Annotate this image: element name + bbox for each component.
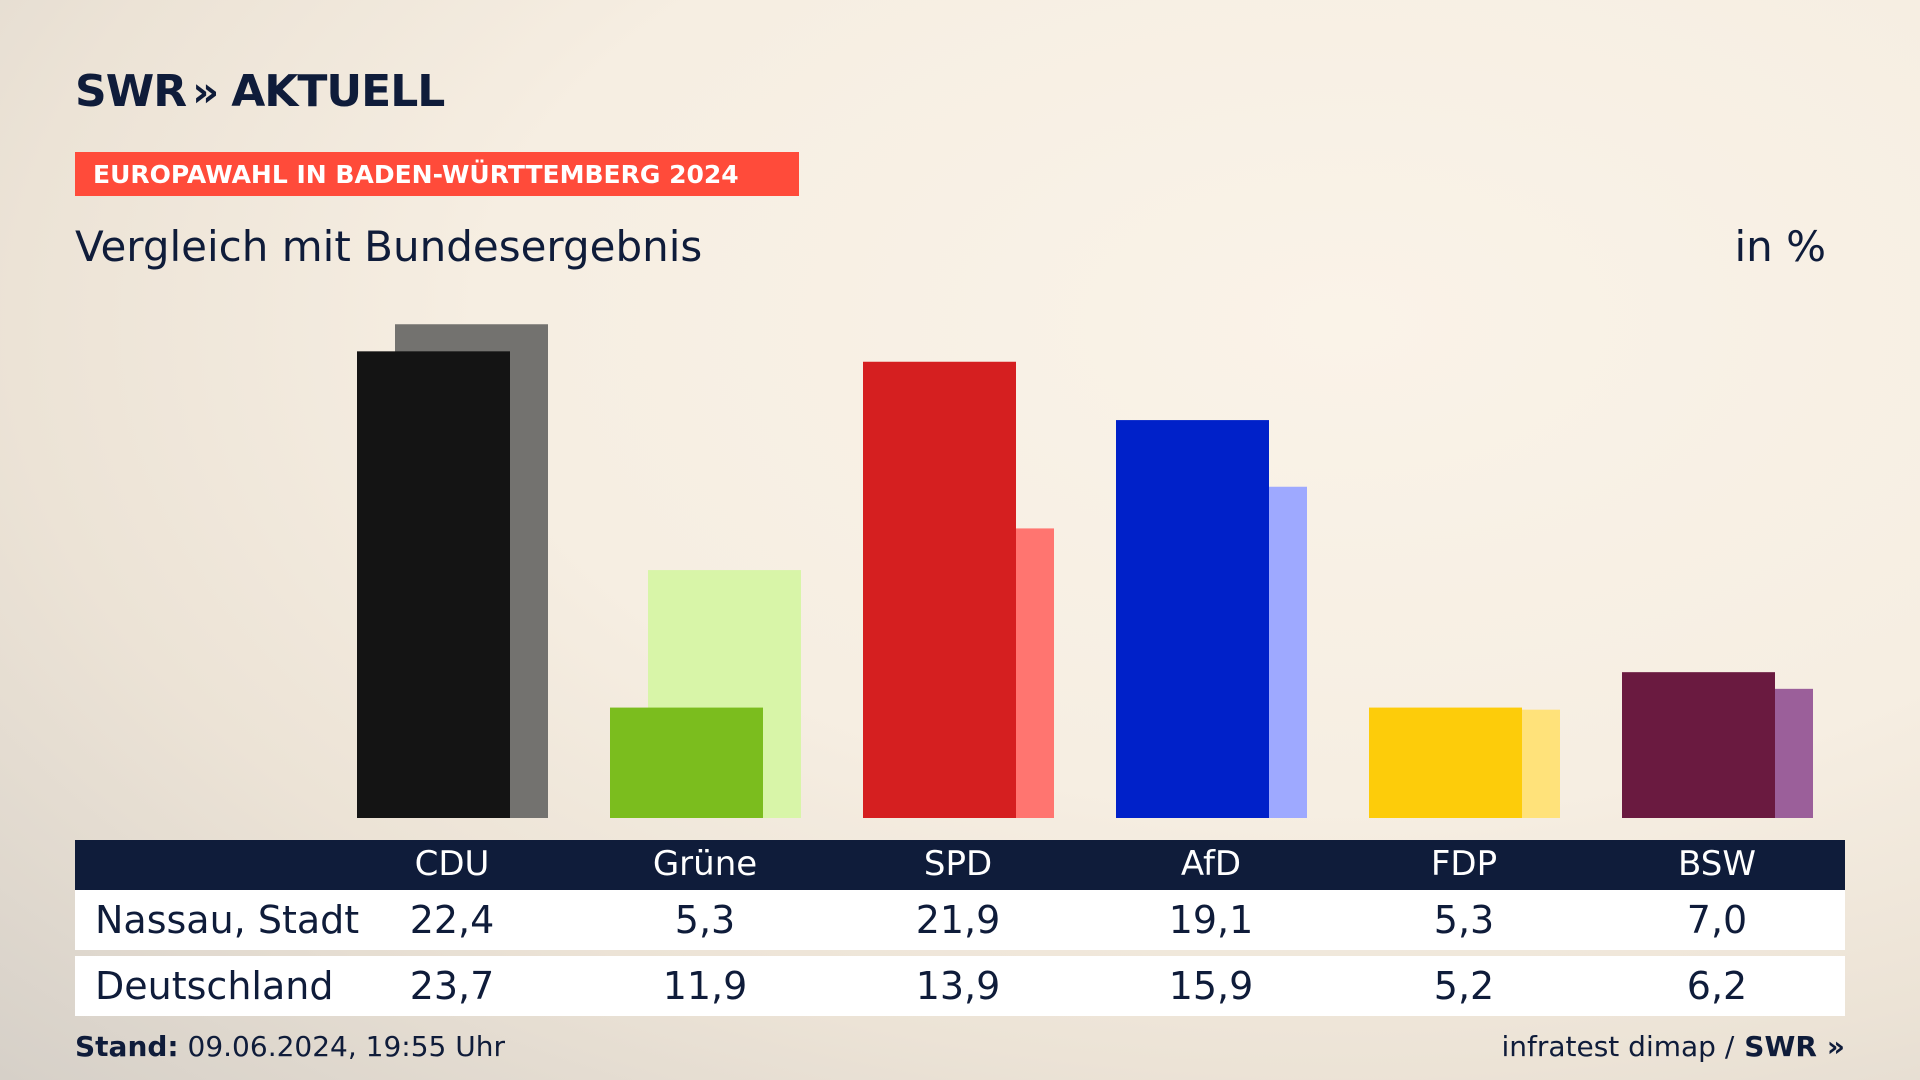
swr-aktuell-logo: SWR » AKTUELL — [75, 66, 445, 117]
value-cell: 23,7 — [409, 964, 495, 1008]
timestamp: Stand: 09.06.2024, 19:55 Uhr — [75, 1030, 505, 1063]
double-chevron-small-icon: » — [1826, 1030, 1845, 1063]
value-cell: 21,9 — [915, 898, 1001, 942]
value-cell: 19,1 — [1168, 898, 1254, 942]
column-header-bsw: BSW — [1678, 844, 1756, 884]
chart-subtitle: Vergleich mit Bundesergebnis — [75, 222, 703, 271]
logo-aktuell: AKTUELL — [231, 66, 445, 117]
bar-nassau-cdu — [357, 351, 510, 818]
value-cell: 22,4 — [409, 898, 495, 942]
value-cell: 15,9 — [1168, 964, 1254, 1008]
bar-nassau-afd — [1116, 420, 1269, 818]
table-row: Deutschland 23,7 11,9 13,9 15,9 5,2 6,2 — [75, 956, 1845, 1016]
value-cell: 11,9 — [662, 964, 748, 1008]
column-header-spd: SPD — [923, 844, 993, 884]
stand-value: 09.06.2024, 19:55 Uhr — [187, 1030, 505, 1063]
value-cell: 5,3 — [1433, 898, 1495, 942]
bar-nassau-spd — [863, 361, 1016, 818]
bar-nassau-grüne — [610, 707, 763, 818]
source-text: infratest dimap / — [1501, 1030, 1735, 1063]
column-header-cdu: CDU — [414, 844, 490, 884]
column-header-fdp: FDP — [1430, 844, 1498, 884]
stand-label: Stand: — [75, 1030, 179, 1063]
bar-nassau-bsw — [1622, 672, 1775, 818]
value-cell: 7,0 — [1686, 898, 1748, 942]
column-header-grüne: Grüne — [652, 844, 758, 884]
row-label: Nassau, Stadt — [95, 898, 360, 942]
swr-small-logo: SWR — [1744, 1030, 1817, 1063]
value-cell: 13,9 — [915, 964, 1001, 1008]
value-cell: 5,2 — [1433, 964, 1495, 1008]
source-credit: infratest dimap / SWR » — [1501, 1030, 1845, 1063]
value-cell: 6,2 — [1686, 964, 1748, 1008]
table-row: Nassau, Stadt 22,4 5,3 21,9 19,1 5,3 7,0 — [75, 890, 1845, 950]
bar-nassau-fdp — [1369, 707, 1522, 818]
election-banner: EUROPAWAHL IN BADEN-WÜRTTEMBERG 2024 — [75, 152, 799, 196]
logo-swr: SWR — [75, 66, 187, 117]
results-table: CDU Grüne SPD AfD FDP BSW Nassau, Stadt 22,4 5… — [75, 840, 1845, 1016]
column-header-afd: AfD — [1180, 844, 1242, 884]
value-cell: 5,3 — [674, 898, 736, 942]
unit-label: in % — [1734, 222, 1826, 271]
row-label: Deutschland — [95, 964, 334, 1008]
table-header: CDU Grüne SPD AfD FDP BSW — [75, 840, 1845, 890]
